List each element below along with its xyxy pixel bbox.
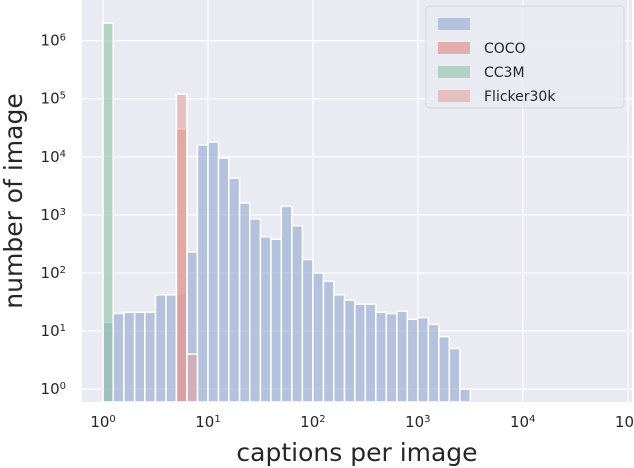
x-tick-label: 101 — [195, 413, 220, 431]
histogram-bar — [322, 280, 335, 403]
legend-swatch — [438, 90, 470, 102]
series-cc3m — [102, 22, 114, 403]
histogram-bar — [259, 235, 272, 403]
histogram-bar — [270, 238, 283, 403]
legend-swatch — [438, 18, 470, 30]
y-tick-label: 100 — [41, 380, 66, 398]
legend-label: Flicker30k — [484, 89, 556, 105]
histogram-bar — [354, 303, 367, 403]
histogram-bar — [438, 335, 451, 403]
y-tick-label: 106 — [41, 32, 66, 50]
histogram-bar — [417, 316, 430, 403]
histogram-bar — [312, 272, 325, 403]
histogram-bar — [343, 299, 356, 403]
y-tick-label: 104 — [41, 148, 66, 166]
histogram-bar — [196, 144, 209, 403]
legend-item: COCO — [438, 41, 526, 57]
histogram-bar — [144, 311, 157, 403]
histogram-bar — [291, 224, 304, 403]
histogram-bar — [248, 218, 262, 403]
x-tick-label: 105 — [615, 413, 634, 431]
histogram-bar — [396, 310, 409, 403]
histogram-bar — [102, 22, 114, 403]
histogram-bar — [123, 311, 136, 403]
x-tick-label: 102 — [300, 413, 325, 431]
legend-item: Flicker30k — [438, 89, 556, 105]
histogram-bar — [165, 294, 178, 403]
legend-box — [425, 5, 625, 109]
histogram-bar — [448, 347, 461, 403]
histogram-bar — [364, 303, 377, 403]
histogram-bar — [385, 312, 398, 403]
histogram-bar — [406, 318, 419, 403]
histogram-bar — [186, 353, 199, 403]
series-flicker30k — [175, 93, 199, 403]
legend-swatch — [438, 42, 470, 54]
histogram-bar — [332, 294, 346, 403]
histogram-bar — [459, 388, 472, 403]
x-tick-label: 100 — [90, 413, 115, 431]
series-unlabeled — [102, 141, 472, 403]
x-axis-label: captions per image — [236, 438, 477, 467]
y-axis-label: number of image — [0, 93, 28, 308]
y-tick-label: 101 — [41, 322, 66, 340]
legend-label: COCO — [484, 41, 526, 57]
legend: COCO CC3M Flicker30k — [425, 5, 625, 109]
legend-swatch — [438, 66, 470, 78]
histogram-bar — [427, 323, 440, 403]
histogram-bar — [301, 258, 314, 403]
histogram-bar — [375, 311, 388, 403]
histogram-bar — [154, 294, 167, 403]
y-tick-label: 103 — [41, 206, 66, 224]
y-tick-label: 102 — [41, 264, 66, 282]
legend-item: CC3M — [438, 65, 525, 81]
legend-label: CC3M — [484, 65, 525, 81]
y-tick-label: 105 — [41, 90, 66, 108]
histogram-bar — [133, 311, 146, 403]
histogram-bar — [207, 141, 220, 403]
histogram-bar — [112, 312, 125, 403]
legend-item — [438, 18, 470, 30]
histogram-bar — [175, 93, 188, 403]
histogram-bar — [280, 205, 293, 403]
x-tick-label: 104 — [510, 413, 535, 431]
histogram-bar — [238, 202, 251, 403]
histogram-bar — [217, 157, 230, 403]
x-tick-label: 103 — [405, 413, 430, 431]
histogram-bar — [228, 177, 241, 403]
